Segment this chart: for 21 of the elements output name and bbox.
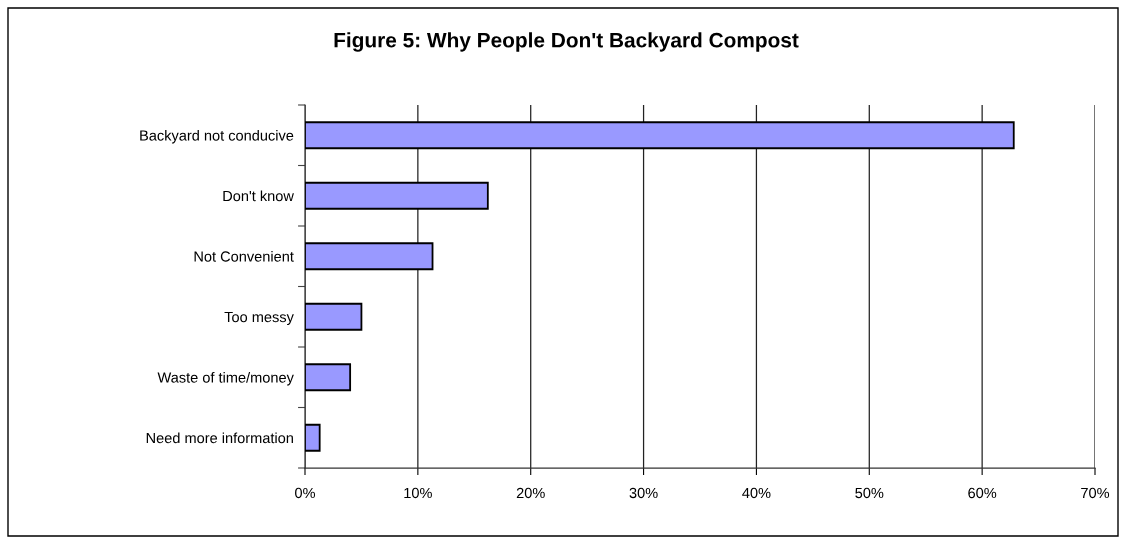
chart-title: Figure 5: Why People Don't Backyard Compost (334, 32, 799, 52)
x-tick-label: 50% (855, 487, 884, 499)
y-tick-label: Backyard not conducive (140, 129, 294, 144)
x-tick-label: 70% (1081, 487, 1110, 499)
y-tick-label: Don't know (223, 190, 294, 202)
y-tick-label: Need more information (146, 432, 293, 444)
bar (305, 121, 1015, 150)
bar (305, 181, 489, 210)
x-tick-label: 0% (295, 487, 316, 499)
bar (305, 363, 352, 392)
bar (305, 302, 363, 331)
bar (305, 242, 434, 271)
x-tick-label: 10% (404, 487, 432, 499)
y-tick-label: Too messy (224, 312, 294, 326)
x-tick-label: 40% (742, 487, 771, 499)
y-tick-label: Waste of time/money (157, 371, 294, 386)
x-tick-label: 20% (516, 487, 545, 499)
bar (305, 423, 321, 452)
x-tick-label: 30% (629, 487, 658, 499)
y-tick-label: Not Convenient (194, 250, 294, 262)
x-tick-label: 60% (968, 487, 997, 499)
